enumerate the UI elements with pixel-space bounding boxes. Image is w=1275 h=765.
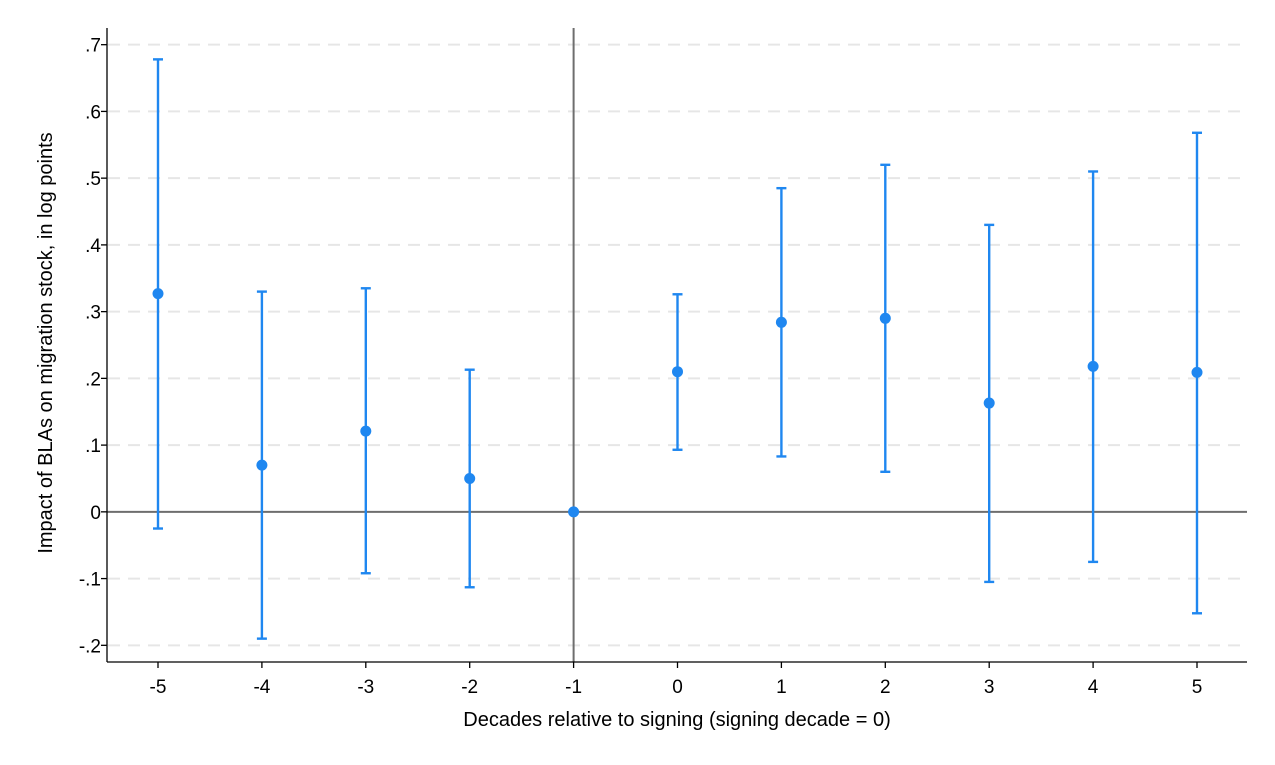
y-tick-label: -.1 <box>79 570 101 591</box>
point-estimate <box>152 288 164 300</box>
y-tick-label: .7 <box>85 36 101 57</box>
point-estimate <box>983 397 995 409</box>
x-tick-label: 3 <box>984 677 995 698</box>
y-tick-label: .2 <box>85 369 101 390</box>
point-estimate <box>256 459 268 471</box>
point-estimate <box>464 472 476 484</box>
point-estimate <box>672 366 683 378</box>
x-tick-label: -4 <box>253 677 270 698</box>
x-tick-label: 5 <box>1192 677 1203 698</box>
reference-lines <box>107 28 1247 662</box>
x-tick-labels: -5 -4 -3 -2 -1 0 1 2 3 4 5 <box>150 677 1203 698</box>
point-estimate <box>775 316 787 328</box>
y-axis-title: Impact of BLAs on migration stock, in lo… <box>35 132 57 553</box>
y-tick-label: .6 <box>85 102 101 123</box>
x-tick-label: -3 <box>357 677 374 698</box>
y-tick-labels: -.2 -.1 0 .1 .2 .3 .4 .5 .6 .7 <box>79 36 102 658</box>
x-axis-title: Decades relative to signing (signing dec… <box>463 709 890 731</box>
x-tick-label: -2 <box>461 677 478 698</box>
y-tick-label: .1 <box>85 436 101 457</box>
y-tick-label: .5 <box>85 169 101 190</box>
axes <box>101 28 1247 668</box>
estimates-series <box>152 58 1203 640</box>
point-estimate <box>1191 366 1203 378</box>
x-tick-label: 1 <box>776 677 787 698</box>
y-tick-label: .4 <box>85 236 101 257</box>
y-tick-label: 0 <box>90 503 101 524</box>
point-estimate <box>360 425 372 437</box>
x-tick-label: 2 <box>880 677 891 698</box>
y-tick-label: .3 <box>85 303 101 324</box>
point-estimate <box>568 506 580 518</box>
point-estimate <box>879 312 891 324</box>
x-tick-label: 0 <box>672 677 683 698</box>
point-estimate <box>1087 360 1099 372</box>
x-tick-label: -5 <box>150 677 167 698</box>
x-tick-label: 4 <box>1088 677 1099 698</box>
y-tick-label: -.2 <box>79 636 101 657</box>
x-tick-label: -1 <box>565 677 582 698</box>
